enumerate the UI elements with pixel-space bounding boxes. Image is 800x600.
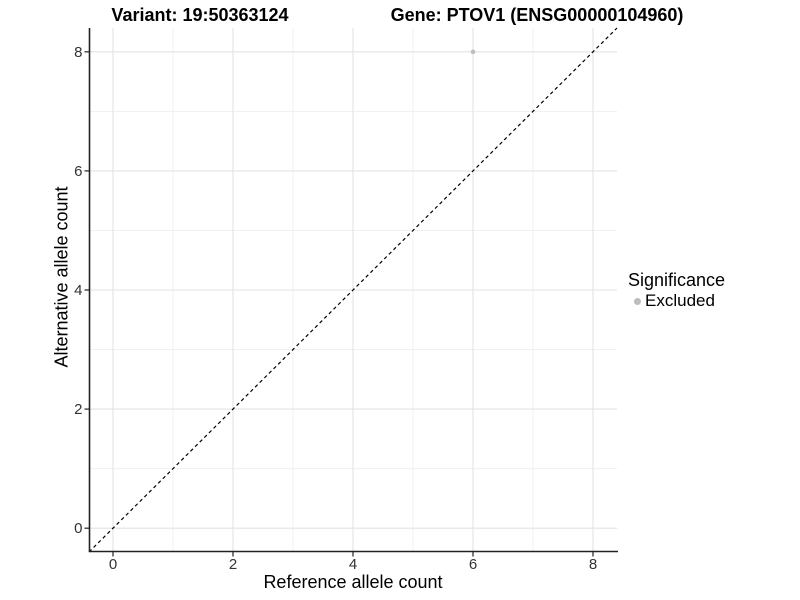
- x-tick-label: 6: [469, 556, 477, 573]
- x-tick-label: 4: [349, 556, 357, 573]
- x-axis-title: Reference allele count: [263, 572, 443, 592]
- y-axis-title: Alternative allele count: [51, 186, 72, 368]
- x-tick-label: 2: [229, 556, 237, 573]
- legend: Significance Excluded: [628, 271, 725, 310]
- legend-item: Excluded: [628, 292, 725, 310]
- y-tick-label: 4: [74, 282, 82, 299]
- variant-title: Variant: 19:50363124: [111, 5, 289, 25]
- chart-svg: 0 2 4 6 8 0 2 4 6 8: [74, 27, 618, 573]
- gene-title: Gene: PTOV1 (ENSG00000104960): [390, 5, 684, 25]
- identity-line: [88, 27, 618, 553]
- y-tick-label: 0: [74, 520, 82, 537]
- x-tick-label: 8: [589, 556, 597, 573]
- y-tick-label: 6: [74, 163, 82, 180]
- y-tick-label: 8: [74, 44, 82, 61]
- legend-title: Significance: [628, 270, 726, 290]
- plot-panel: 0 2 4 6 8 0 2 4 6 8: [74, 27, 618, 573]
- data-point: [470, 49, 476, 55]
- legend-point-icon: [634, 297, 641, 305]
- x-tick-label: 0: [109, 556, 117, 573]
- legend-item-label: Excluded: [645, 291, 715, 310]
- y-tick-label: 2: [74, 401, 82, 418]
